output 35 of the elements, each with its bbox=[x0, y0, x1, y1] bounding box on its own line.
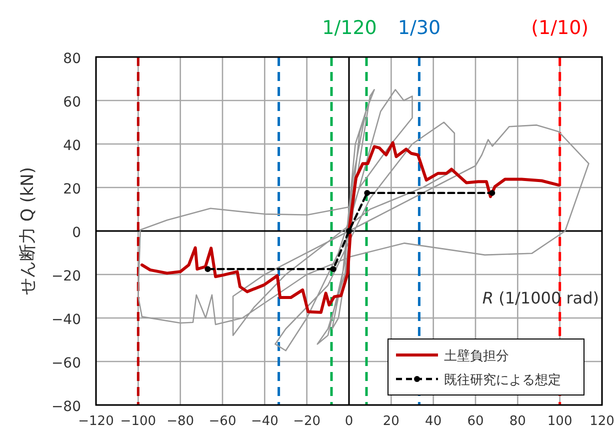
point bbox=[489, 190, 496, 196]
x-tick-label: 60 bbox=[467, 414, 484, 429]
y-tick-label: 40 bbox=[63, 138, 81, 154]
x-tick-label: −100 bbox=[120, 414, 156, 429]
text: (1/10) bbox=[531, 17, 589, 39]
legend-label: 土壁負担分 bbox=[444, 349, 509, 364]
x-tick-label: −80 bbox=[166, 414, 194, 429]
legend-label: 既往研究による想定 bbox=[444, 373, 561, 388]
y-tick-label: 20 bbox=[63, 182, 81, 198]
y-tick-label: 60 bbox=[63, 94, 81, 110]
x-tick-label: 20 bbox=[382, 414, 400, 429]
point bbox=[330, 266, 336, 272]
text: 1/120 bbox=[322, 17, 377, 39]
y-tick-label: 0 bbox=[72, 225, 81, 241]
x-tick-label: 80 bbox=[509, 414, 526, 429]
y-tick-label: −80 bbox=[51, 399, 81, 415]
x-tick-label: 0 bbox=[344, 414, 354, 429]
x-tick-label: −40 bbox=[250, 414, 278, 429]
point bbox=[364, 190, 370, 196]
y-tick-label: −40 bbox=[51, 312, 81, 328]
x-axis-title: R (1/1000 rad) bbox=[482, 288, 599, 308]
x-tick-label: −60 bbox=[208, 414, 236, 429]
y-tick-label: 80 bbox=[63, 51, 81, 67]
y-tick-label: −60 bbox=[51, 356, 81, 372]
point bbox=[346, 228, 352, 234]
x-tick-label: −120 bbox=[78, 414, 114, 429]
y-tick-label: −20 bbox=[51, 268, 81, 284]
x-tick-label: −20 bbox=[293, 414, 321, 429]
x-tick-label: 120 bbox=[590, 414, 614, 429]
x-tick-label: 100 bbox=[547, 414, 572, 429]
text: 1/30 bbox=[398, 17, 441, 39]
y-axis-title: せん断力 Q (kN) bbox=[18, 166, 38, 296]
point bbox=[204, 266, 211, 272]
line-series bbox=[140, 141, 560, 314]
x-tick-label: 40 bbox=[425, 414, 442, 429]
